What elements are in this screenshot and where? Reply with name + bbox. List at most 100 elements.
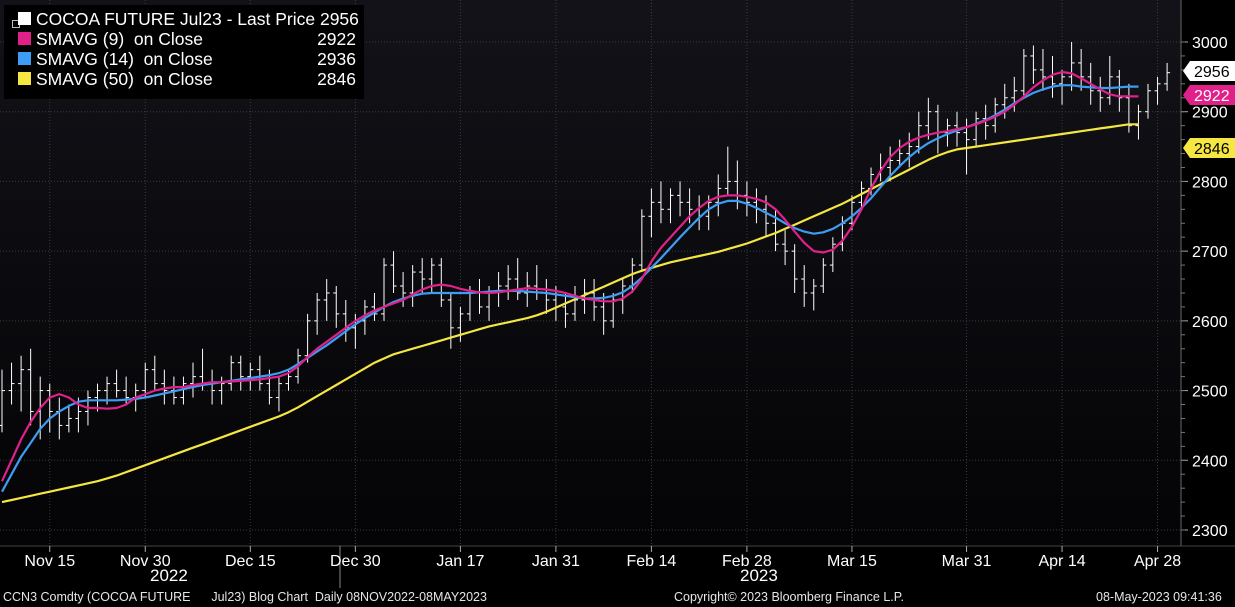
- legend-item-smavg9: SMAVG (9) on Close 2922: [4, 29, 364, 49]
- price-bar: [562, 292, 569, 328]
- price-bar: [848, 195, 855, 231]
- x-tick-label: Nov 30: [120, 553, 171, 570]
- y-tick-label: 2700: [1192, 244, 1228, 261]
- legend-swatch: [18, 72, 31, 85]
- price-bar: [810, 279, 817, 311]
- grid-lines: [0, 41, 1181, 531]
- price-bar: [505, 265, 512, 300]
- price-bar: [323, 279, 330, 321]
- badge-label: 2846: [1194, 141, 1230, 158]
- price-bar: [237, 355, 244, 391]
- price-bar: [113, 369, 120, 398]
- y-tick-label: 2300: [1192, 523, 1228, 540]
- legend: COCOA FUTURE Jul23 - Last Price 2956 SMA…: [4, 5, 364, 99]
- legend-swatch: [18, 32, 31, 45]
- price-bar: [8, 362, 15, 405]
- y-tick-label: 2400: [1192, 453, 1228, 470]
- x-tick-label: Mar 31: [942, 553, 992, 570]
- price-bar: [1154, 76, 1161, 105]
- price-bar: [161, 369, 168, 405]
- series-line: [1, 84, 1139, 493]
- price-bar: [1135, 104, 1142, 140]
- price-bar: [1020, 48, 1027, 98]
- legend-label: SMAVG (14) on Close: [36, 49, 213, 69]
- footer: CCN3 Comdty (COCOA FUTURE Jul23) Blog Ch…: [0, 588, 1235, 607]
- x-axis-ticks: Nov 15 Nov 30 Dec 15 Dec 30 Jan 17 Jan 31 Feb …: [24, 546, 1181, 570]
- price-bar: [524, 272, 531, 307]
- y-axis-ticks: 2300 2400 2500 2600 2700 2800 2900 3000: [1181, 35, 1228, 540]
- legend-label: COCOA FUTURE Jul23 - Last Price 2956: [36, 9, 359, 29]
- badge-shape: [1183, 85, 1235, 105]
- price-bar: [65, 404, 72, 433]
- price-bar: [18, 355, 25, 412]
- price-bar: [142, 362, 149, 398]
- price-bar: [438, 258, 445, 307]
- price-bar: [772, 209, 779, 252]
- footer-timestamp: 08-May-2023 09:41:36: [1096, 590, 1222, 604]
- badge-label: 2922: [1194, 88, 1230, 105]
- price-bars: [0, 42, 1171, 440]
- price-bar: [447, 292, 454, 349]
- legend-item-smavg50: SMAVG (50) on Close 2846: [4, 69, 364, 89]
- price-bar: [982, 104, 989, 140]
- legend-value: 2922: [317, 29, 356, 49]
- legend-value: 2936: [317, 49, 356, 69]
- price-bar: [27, 348, 34, 426]
- badge-shape: [1183, 61, 1235, 81]
- price-bar: [314, 292, 321, 335]
- y-tick-label: 3000: [1192, 35, 1228, 52]
- legend-swatch: [18, 52, 31, 65]
- price-bar: [973, 111, 980, 147]
- price-bar: [275, 376, 282, 412]
- price-bar: [94, 383, 101, 412]
- price-bar: [791, 244, 798, 293]
- price-bar: [390, 251, 397, 293]
- price-bar: [915, 111, 922, 154]
- moving-average-lines: [1, 70, 1139, 504]
- price-bar: [829, 237, 836, 273]
- price-bar: [638, 209, 645, 273]
- price-bar: [419, 258, 426, 293]
- price-bar: [1097, 76, 1104, 112]
- price-bar: [1106, 55, 1113, 105]
- price-bar: [801, 265, 808, 307]
- price-bar: [228, 355, 235, 391]
- price-bar: [256, 355, 263, 391]
- x-tick-label: Jan 17: [436, 553, 484, 570]
- price-bar: [180, 376, 187, 405]
- price-badge: 2956: [1183, 61, 1235, 81]
- badge-shape: [1183, 138, 1235, 158]
- price-badge: 2922: [1183, 85, 1235, 105]
- price-bar: [247, 362, 254, 391]
- series-line: [1, 70, 1139, 482]
- price-bar: [400, 272, 407, 307]
- x-tick-label: Dec 30: [330, 553, 381, 570]
- price-bar: [657, 181, 664, 224]
- x-tick-label: Feb 14: [626, 553, 676, 570]
- year-label-2023: 2023: [740, 566, 778, 585]
- last-value-badges: 2956 2922 2846: [1183, 61, 1235, 158]
- price-bar: [409, 265, 416, 307]
- series-line: [1, 123, 1139, 504]
- x-tick-label: Apr 28: [1134, 553, 1181, 570]
- price-bar: [514, 258, 521, 300]
- price-bar: [677, 181, 684, 217]
- price-bar: [371, 292, 378, 321]
- x-tick-label: Mar 15: [827, 553, 877, 570]
- price-bar: [457, 306, 464, 342]
- price-bar: [1116, 69, 1123, 112]
- legend-swatch: [18, 12, 31, 25]
- x-tick-label: Nov 15: [24, 553, 75, 570]
- x-tick-label: Feb 28: [722, 553, 772, 570]
- price-bar: [1068, 42, 1075, 91]
- x-tick-label: Jan 31: [532, 553, 580, 570]
- price-bar: [151, 355, 158, 391]
- footer-security: CCN3 Comdty (COCOA FUTURE Jul23) Blog Ch…: [3, 590, 487, 604]
- price-bar: [724, 146, 731, 196]
- price-bar: [1145, 83, 1151, 119]
- price-bar: [648, 188, 655, 238]
- price-bar: [715, 174, 722, 217]
- y-tick-label: 2900: [1192, 105, 1228, 122]
- price-bar: [925, 97, 932, 140]
